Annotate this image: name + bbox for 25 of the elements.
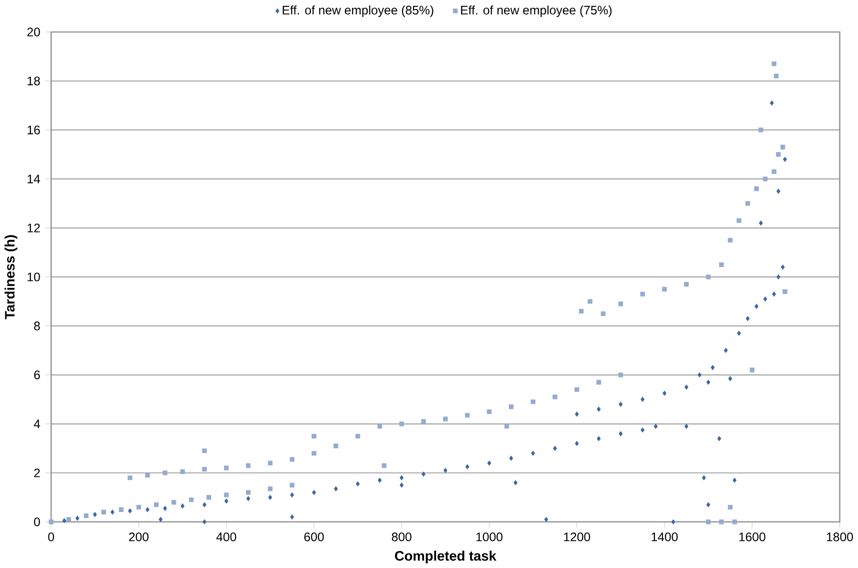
x-tick-label: 1400 <box>652 532 678 542</box>
x-tick-label: 1600 <box>739 532 766 542</box>
y-tick-label: 2 <box>34 468 40 478</box>
y-tick-label: 16 <box>28 126 40 134</box>
x-tick-label: 1800 <box>826 532 853 542</box>
x-tick-label: 400 <box>216 532 236 542</box>
legend-label: Eff. of new employee (85%) <box>282 5 434 17</box>
y-tick-label: 4 <box>34 420 40 428</box>
x-tick-label: 0 <box>48 532 54 542</box>
y-tick-label: 18 <box>28 76 40 86</box>
x-tick-label: 600 <box>304 532 324 542</box>
x-tick-label: 800 <box>392 532 412 542</box>
y-tick-label: 6 <box>34 370 40 380</box>
y-tick-label: 0 <box>34 518 40 526</box>
y-tick-label: 20 <box>27 28 40 36</box>
x-tick-label: 200 <box>129 532 149 542</box>
x-tick-label: 1200 <box>564 532 590 542</box>
legend-label: Eff. of new employee (75%) <box>461 5 612 17</box>
x-tick-label: 1000 <box>476 532 502 542</box>
y-tick-label: 10 <box>28 272 40 282</box>
y-tick-label: 8 <box>34 322 40 330</box>
y-axis-title: Tardiness (h) <box>4 235 18 320</box>
x-axis-title: Completed task <box>395 550 496 564</box>
y-tick-label: 14 <box>28 174 40 184</box>
y-tick-label: 12 <box>28 224 40 232</box>
